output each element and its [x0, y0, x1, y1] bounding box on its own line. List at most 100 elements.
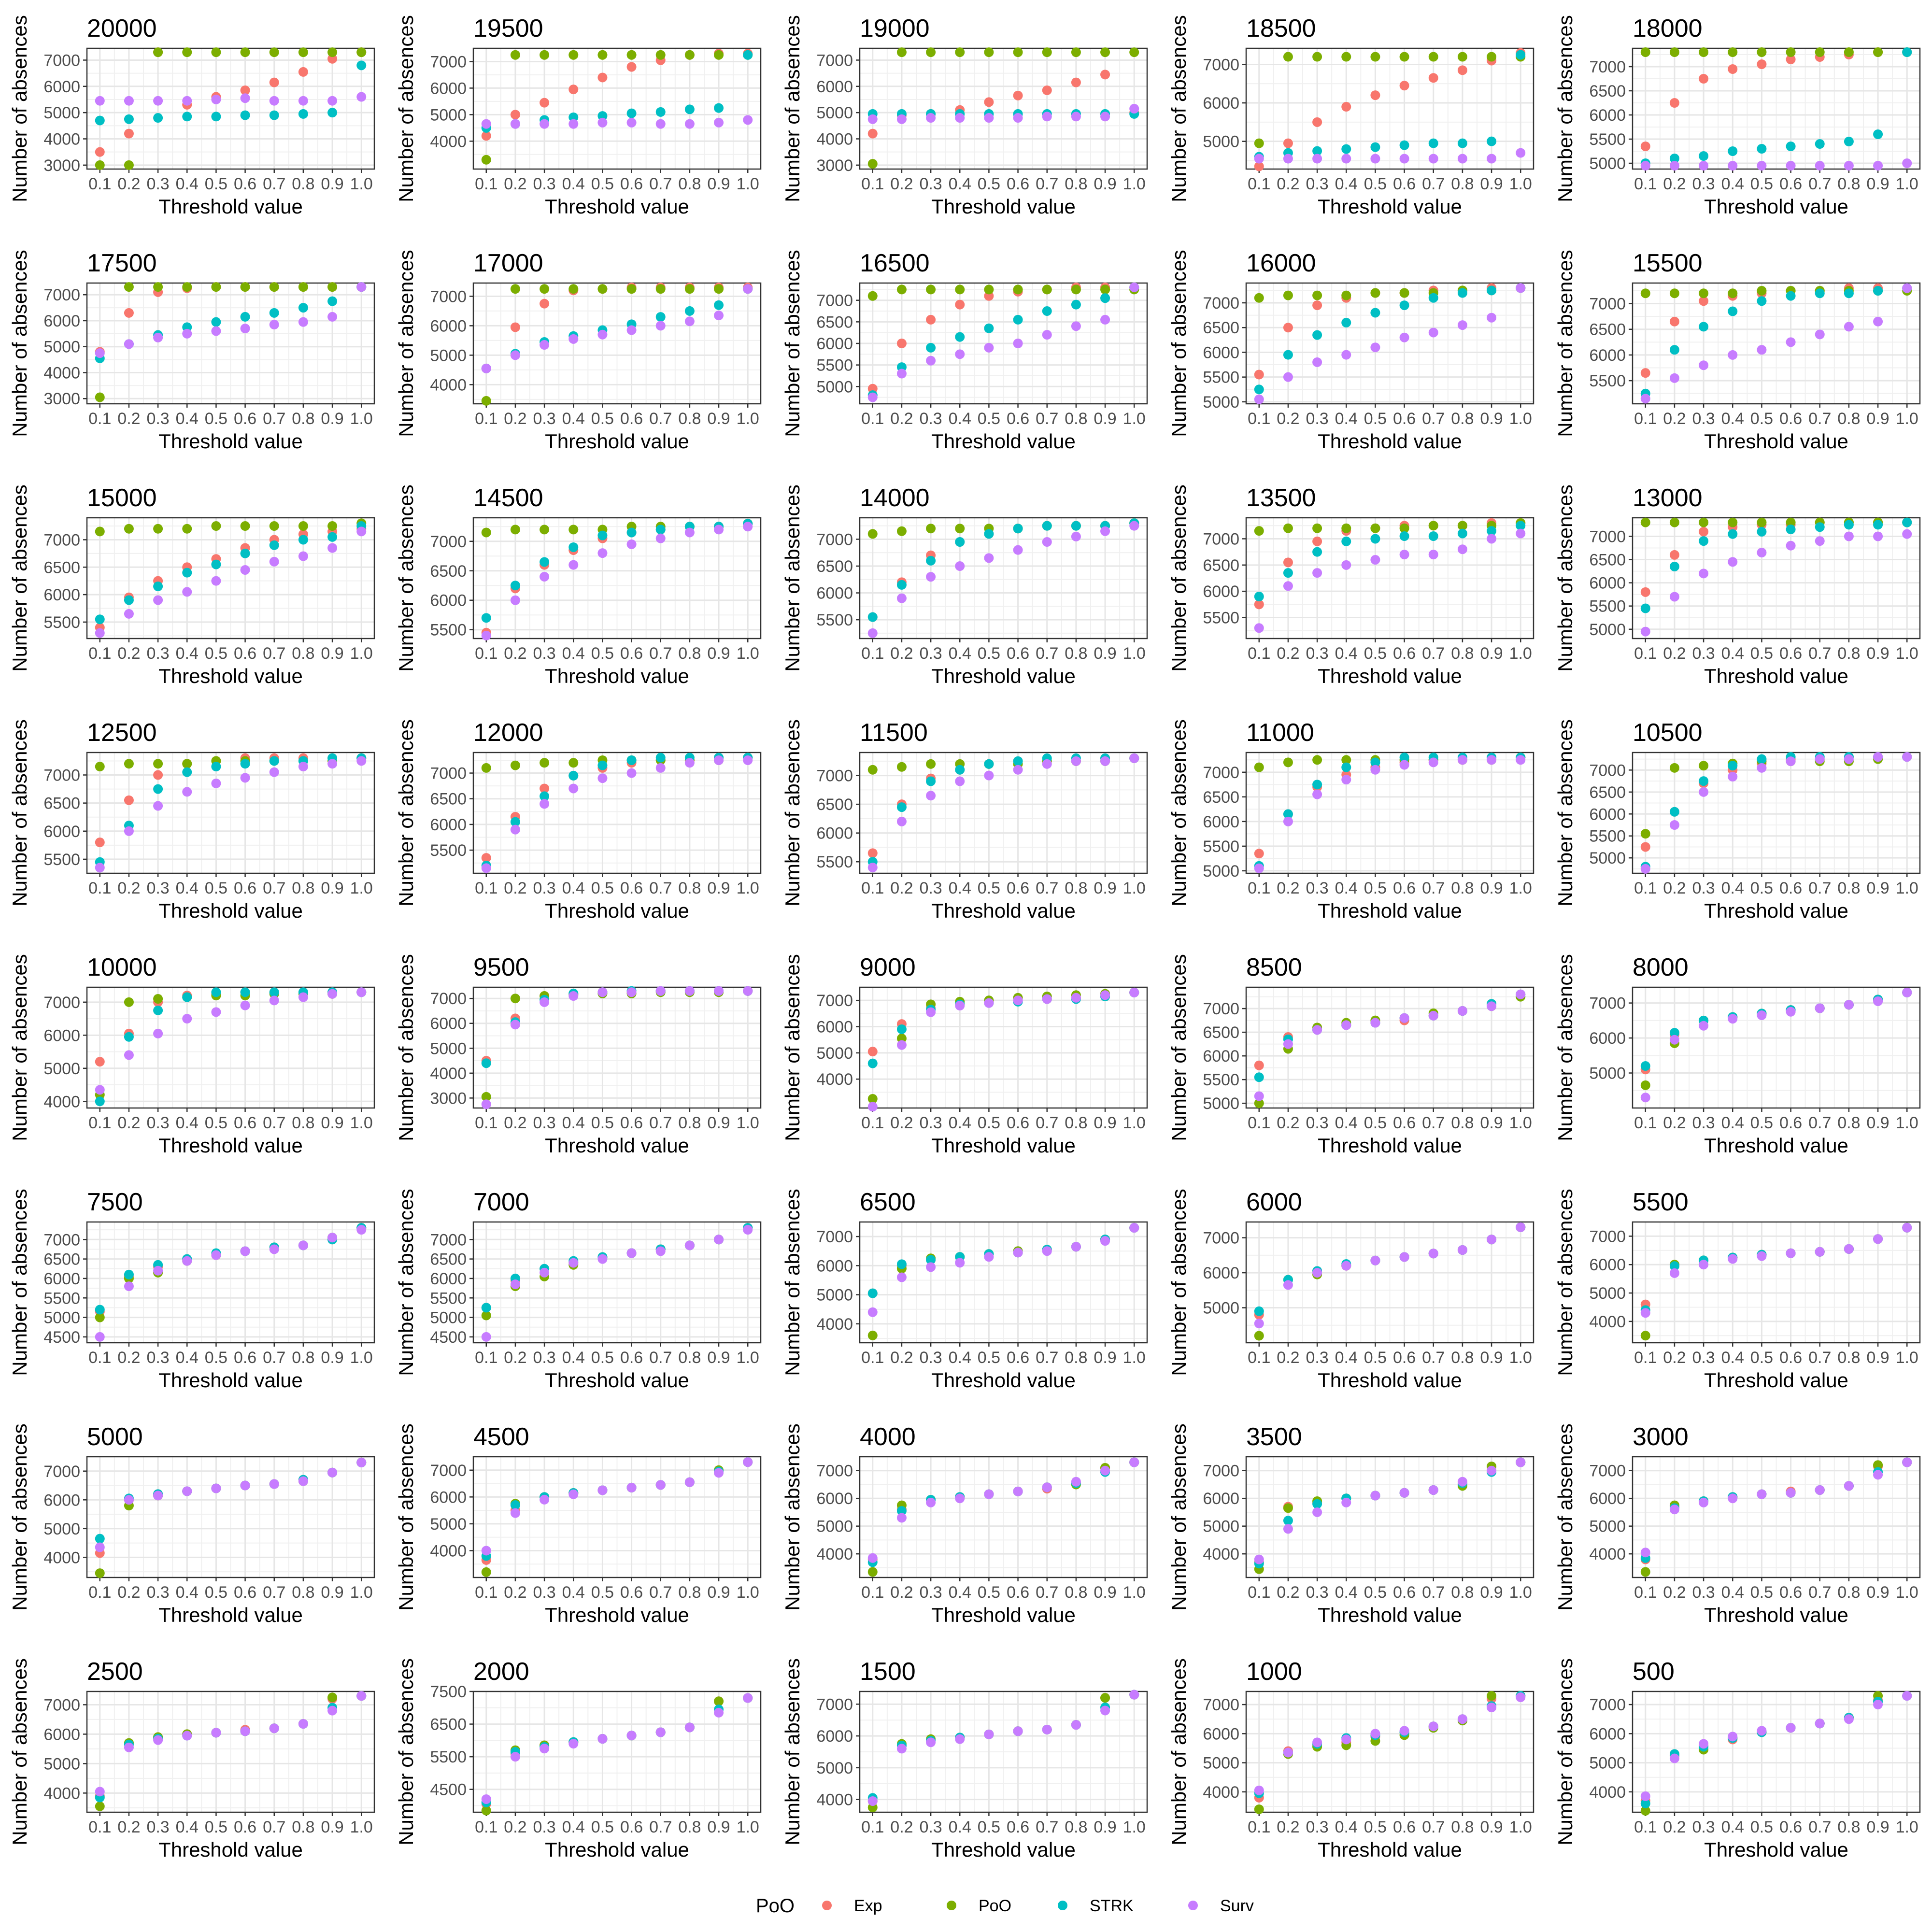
point-surv	[1699, 1021, 1709, 1031]
point-exp	[540, 98, 550, 108]
x-tick-label: 0.5	[1364, 1818, 1387, 1836]
point-poo	[1042, 284, 1052, 295]
point-surv	[743, 284, 753, 294]
x-tick-label: 0.6	[1393, 1583, 1416, 1602]
x-tick-label: 0.4	[176, 1583, 199, 1602]
x-tick-label: 0.5	[1750, 175, 1773, 193]
point-surv	[356, 756, 367, 766]
x-tick-label: 0.9	[321, 175, 343, 193]
point-poo	[540, 525, 550, 535]
point-surv	[1873, 996, 1883, 1006]
y-tick-label: 5000	[1203, 1518, 1239, 1536]
x-axis-title: Threshold value	[158, 1604, 303, 1626]
point-strk	[124, 1032, 134, 1042]
point-poo	[1815, 47, 1825, 57]
panel-13000: 0.1 0.2 0.3 0.4 0.5 0.6 0.7 0.8 0.9 1.05000550060…	[1554, 484, 1921, 687]
x-tick-label: 0.6	[620, 1349, 643, 1367]
point-poo	[1341, 290, 1351, 300]
x-tick-label: 0.5	[205, 1114, 227, 1132]
point-surv	[926, 791, 936, 801]
x-tick-label: 0.8	[1451, 1349, 1474, 1367]
x-tick-label: 0.8	[1065, 1349, 1087, 1367]
point-strk	[211, 559, 221, 569]
x-tick-label: 0.7	[263, 644, 285, 663]
point-strk	[655, 312, 666, 322]
point-surv	[984, 1489, 994, 1499]
point-surv	[926, 1007, 936, 1017]
point-poo	[481, 527, 491, 538]
point-surv	[540, 997, 550, 1007]
point-surv	[269, 995, 279, 1006]
point-strk	[1428, 531, 1438, 541]
y-tick-label: 6500	[43, 1250, 80, 1269]
panel-title: 19500	[473, 14, 543, 43]
point-surv	[1042, 1246, 1052, 1256]
panel-16000: 0.1 0.2 0.3 0.4 0.5 0.6 0.7 0.8 0.9 1.05000550060…	[1167, 249, 1534, 453]
y-tick-label: 7000	[430, 53, 467, 71]
x-tick-label: 0.5	[1364, 175, 1387, 193]
point-strk	[1312, 780, 1322, 790]
legend-key	[822, 1901, 832, 1910]
x-tick-label: 0.8	[1837, 175, 1860, 193]
x-tick-label: 1.0	[737, 1349, 759, 1367]
point-poo	[1487, 52, 1497, 62]
point-surv	[867, 1553, 878, 1563]
point-strk	[1699, 151, 1709, 161]
y-tick-label: 6000	[1589, 346, 1626, 365]
point-strk	[926, 1255, 936, 1265]
point-strk	[1728, 761, 1738, 771]
point-exp	[926, 314, 936, 325]
y-tick-label: 4000	[43, 1784, 80, 1803]
x-tick-label: 0.3	[1306, 1349, 1328, 1367]
point-poo	[1487, 1691, 1497, 1701]
x-tick-label: 0.2	[1277, 175, 1299, 193]
point-surv	[240, 1246, 250, 1256]
point-strk	[1254, 1306, 1264, 1316]
point-surv	[1669, 820, 1679, 830]
panel-500: 0.1 0.2 0.3 0.4 0.5 0.6 0.7 0.8 0.9 1.04000500060…	[1554, 1658, 1921, 1861]
point-surv	[684, 986, 695, 996]
x-tick-label: 0.8	[1837, 1349, 1860, 1367]
x-tick-label: 0.4	[949, 644, 971, 663]
point-surv	[896, 369, 907, 379]
y-tick-label: 6000	[1203, 343, 1239, 362]
x-tick-label: 0.8	[292, 175, 314, 193]
x-tick-label: 0.3	[533, 1583, 555, 1602]
x-tick-label: 0.7	[1422, 879, 1445, 897]
x-axis-title: Threshold value	[545, 1134, 689, 1157]
point-strk	[896, 1259, 907, 1269]
point-surv	[714, 986, 724, 996]
x-axis-title: Threshold value	[158, 1838, 303, 1861]
point-poo	[1013, 47, 1023, 57]
x-tick-label: 0.6	[1007, 644, 1029, 663]
x-tick-label: 0.8	[1837, 644, 1860, 663]
panel-title: 500	[1633, 1658, 1675, 1686]
point-surv	[896, 114, 907, 124]
y-tick-label: 5000	[430, 1309, 467, 1327]
x-tick-label: 0.1	[88, 1114, 111, 1132]
point-surv	[95, 1542, 105, 1552]
plot-border	[472, 282, 762, 405]
y-tick-label: 7000	[43, 286, 80, 304]
x-tick-label: 0.6	[1779, 1349, 1802, 1367]
y-tick-label: 5000	[1203, 1754, 1239, 1773]
y-tick-label: 4000	[816, 1315, 853, 1334]
point-surv	[1071, 531, 1081, 541]
x-tick-label: 0.1	[1248, 644, 1270, 663]
x-tick-label: 0.6	[1393, 644, 1416, 663]
x-tick-label: 0.5	[1750, 1818, 1773, 1836]
point-strk	[1757, 526, 1767, 537]
y-tick-label: 4000	[430, 132, 467, 151]
x-tick-label: 0.3	[533, 1349, 555, 1367]
x-tick-label: 0.2	[890, 879, 913, 897]
y-axis-title: Number of absences	[395, 15, 417, 202]
x-tick-label: 0.9	[1866, 175, 1889, 193]
point-surv	[684, 758, 695, 768]
y-tick-label: 7000	[816, 767, 853, 785]
point-exp	[896, 339, 907, 348]
x-tick-label: 0.7	[1808, 1583, 1831, 1602]
point-surv	[211, 1728, 221, 1738]
point-strk	[1370, 534, 1380, 544]
legend-key	[1188, 1901, 1198, 1910]
point-surv	[1902, 1222, 1912, 1233]
